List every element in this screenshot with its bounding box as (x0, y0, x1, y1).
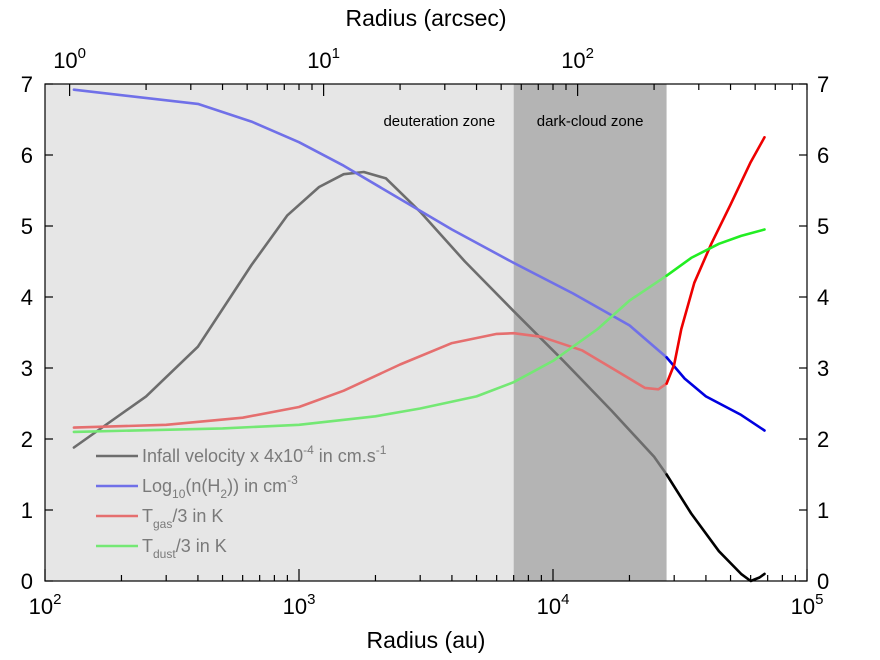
series-line-1-zone (72, 88, 668, 359)
zone-band-1 (513, 84, 667, 581)
zone-labels-layer: deuteration zone dark-cloud zone (383, 113, 643, 130)
y-tick-label-left: 2 (21, 427, 33, 452)
plot-frame (44, 83, 808, 582)
x-tick-label-bottom-2: 104 (537, 591, 570, 619)
tick-labels-layer: 0 0 1 1 2 2 3 3 4 4 5 5 6 6 7 7 102 103 104 105 100 101 102 (21, 45, 830, 619)
x-tick-label-top-0: 100 (53, 45, 86, 73)
y-tick-label-left: 6 (21, 143, 33, 168)
zones-layer (45, 84, 667, 581)
legend-label-0: Infall velocity x 4x10-4 in cm.s-1 (142, 443, 387, 466)
zone-band-0 (45, 84, 514, 581)
series-layer (72, 88, 766, 583)
y-tick-label-right: 0 (817, 569, 829, 594)
x-tick-label-top-2: 102 (561, 45, 594, 73)
y-tick-label-right: 2 (817, 427, 829, 452)
x-tick-label-bottom-3: 105 (791, 591, 824, 619)
series-line-3-outer (665, 228, 766, 277)
y-tick-label-right: 4 (817, 285, 829, 310)
y-tick-label-left: 5 (21, 214, 33, 239)
y-tick-label-right: 1 (817, 498, 829, 523)
y-tick-label-left: 1 (21, 498, 33, 523)
x-tick-label-bottom-0: 102 (29, 591, 62, 619)
x-tick-label-bottom-1: 103 (283, 591, 316, 619)
ticks-layer (44, 83, 808, 582)
y-tick-label-left: 0 (21, 569, 33, 594)
x-tick-label-top-1: 101 (307, 45, 340, 73)
series-line-0-outer (665, 473, 766, 583)
legend: Infall velocity x 4x10-4 in cm.s-1 Log10(… (96, 443, 387, 561)
series-line-2-outer (665, 136, 766, 385)
zone-label-0: deuteration zone (383, 113, 495, 130)
series-line-3-zone (72, 274, 668, 434)
y-tick-label-left: 7 (21, 72, 33, 97)
y-tick-label-left: 3 (21, 356, 33, 381)
legend-label-3: Tdust/3 in K (142, 536, 227, 561)
y-tick-label-right: 5 (817, 214, 829, 239)
x-axis-title: Radius (au) (367, 627, 486, 653)
series-line-2-zone (72, 331, 668, 429)
series-line-0-zone (72, 170, 668, 476)
y-tick-label-right: 6 (817, 143, 829, 168)
y-tick-label-right: 7 (817, 72, 829, 97)
legend-label-2: Tgas/3 in K (142, 506, 223, 531)
x-top-axis-title: Radius (arcsec) (345, 5, 506, 31)
series-line-1-outer (665, 356, 766, 432)
legend-label-1: Log10(n(H2)) in cm-3 (142, 473, 298, 501)
zone-label-1: dark-cloud zone (537, 113, 644, 130)
y-tick-label-left: 4 (21, 285, 33, 310)
y-tick-label-right: 3 (817, 356, 829, 381)
